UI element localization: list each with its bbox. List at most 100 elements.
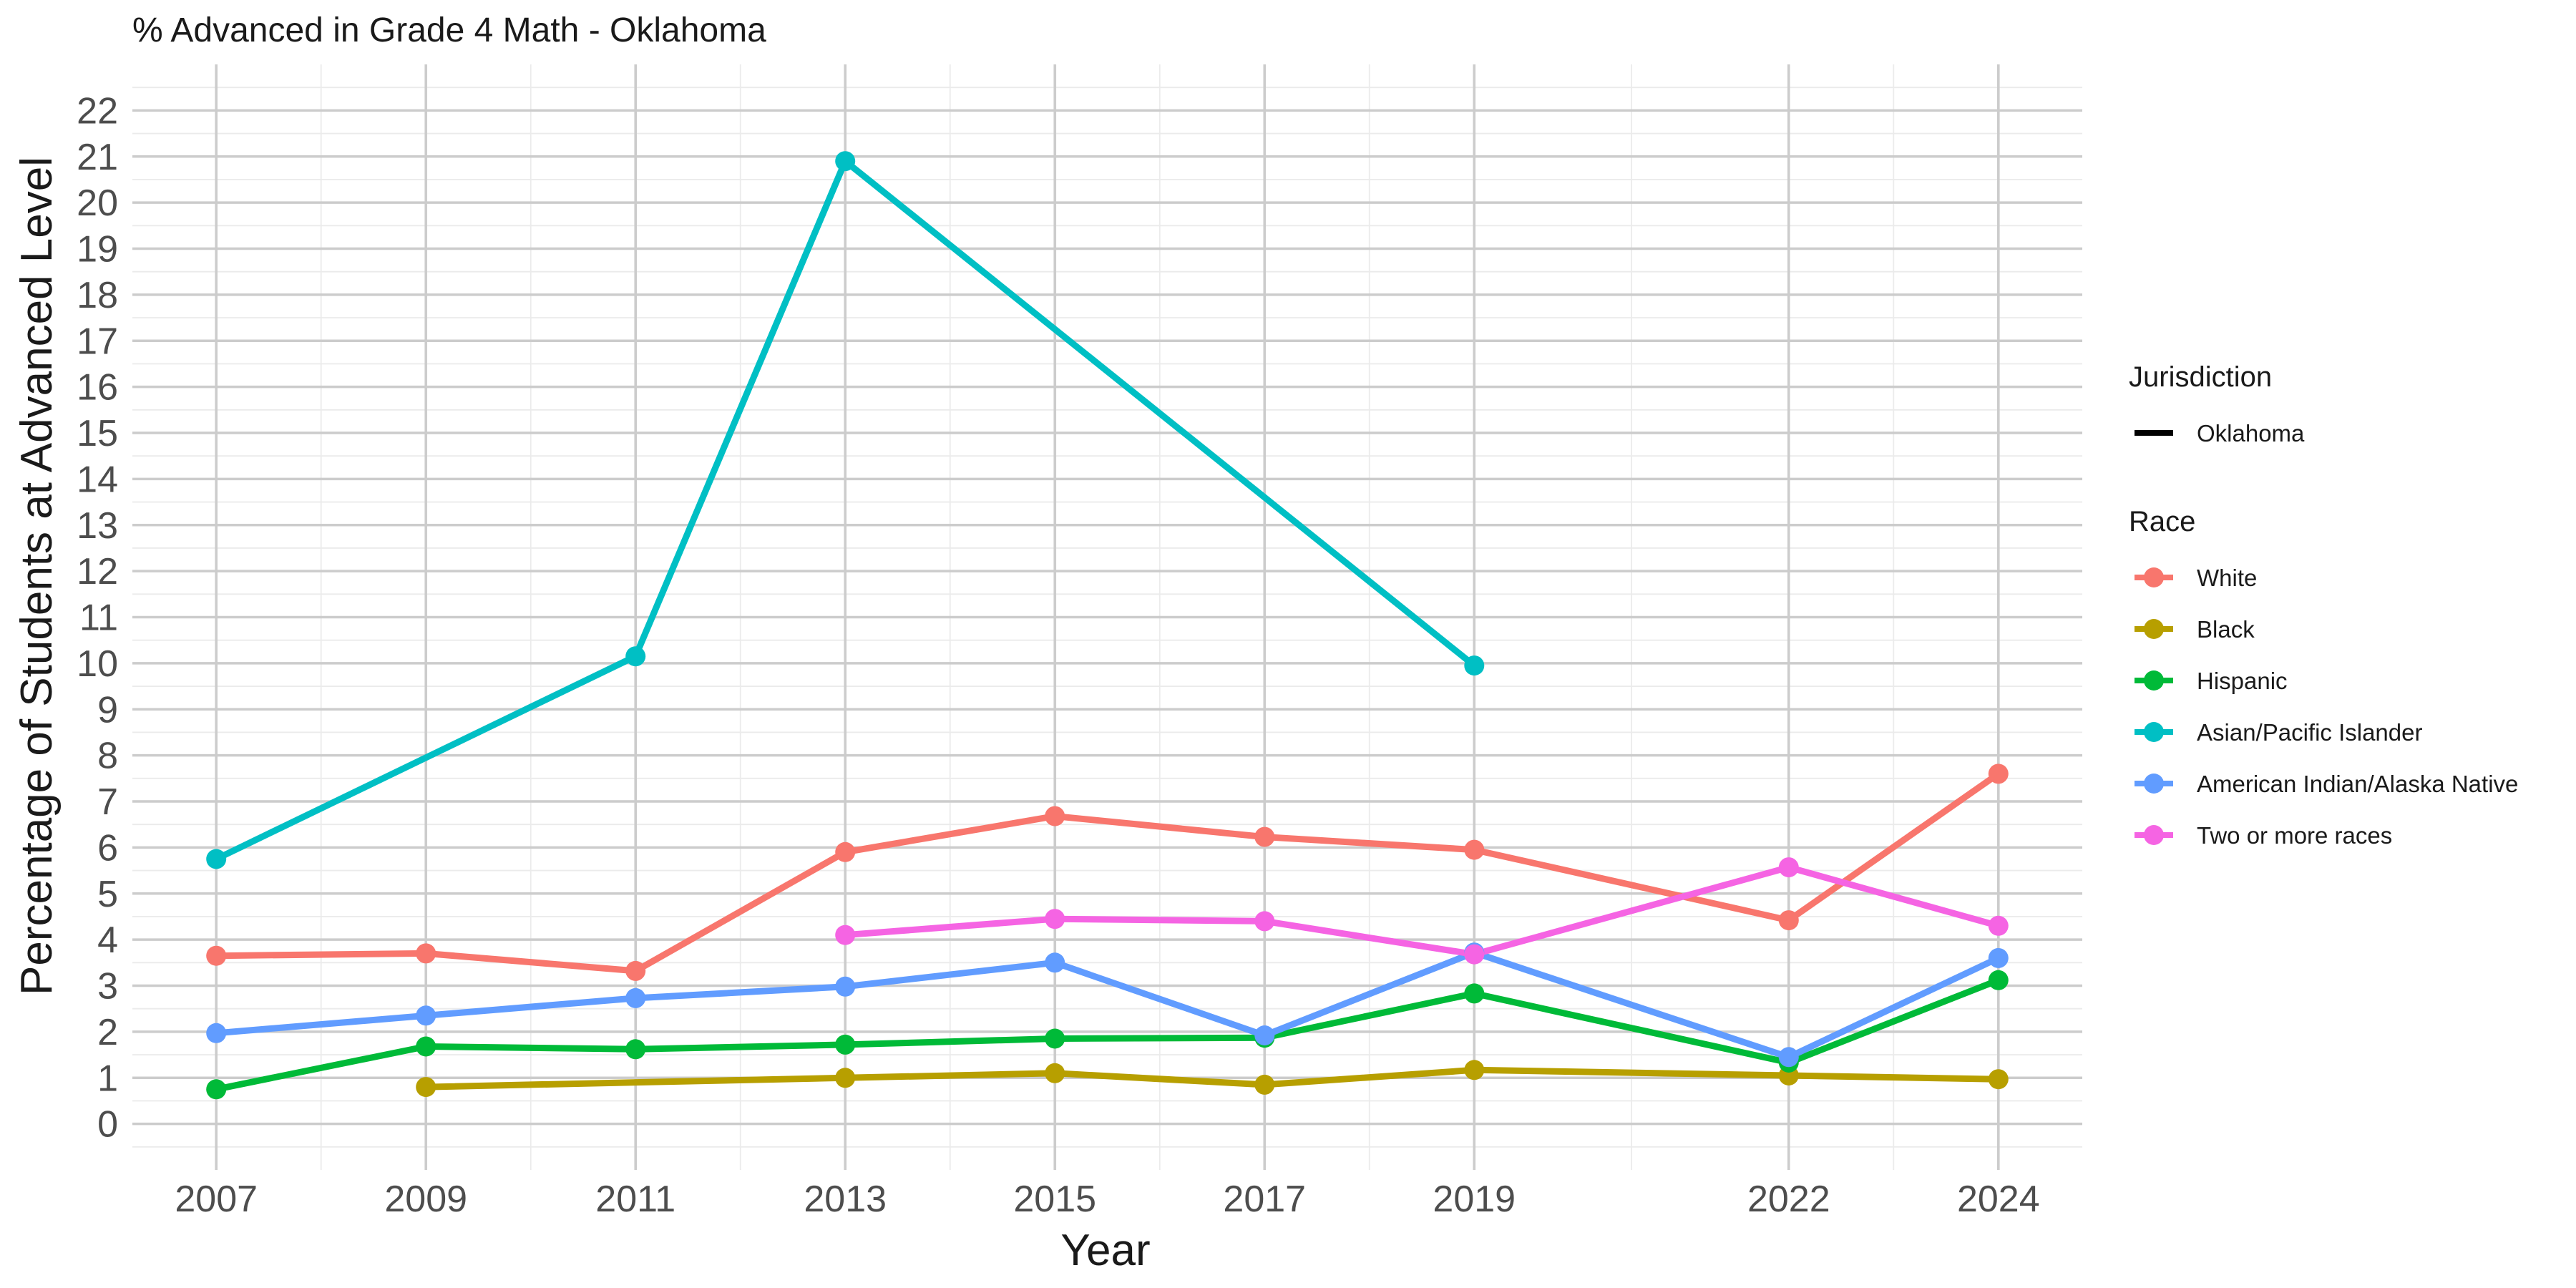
data-point-hispanic-2019 (1464, 983, 1485, 1004)
series-line-white (216, 771, 2001, 975)
data-point-hispanic-2011 (625, 1039, 646, 1060)
y-tick-label: 1 (97, 1058, 118, 1099)
x-tick-label: 2024 (1957, 1179, 2040, 1220)
series-line-asian-pacific-islander (215, 157, 1477, 862)
legend-key-point-hispanic (2144, 670, 2164, 691)
y-tick-label: 6 (97, 827, 118, 869)
legend-key-point-black (2144, 619, 2164, 639)
data-point-white-2019 (1464, 839, 1485, 860)
data-point-hispanic-2013 (835, 1034, 856, 1055)
data-point-white-2017 (1254, 826, 1275, 847)
legend-label-hispanic: Hispanic (2197, 668, 2288, 694)
data-point-american-indian-alaska-native-2022 (1778, 1047, 1799, 1068)
legend-title: Jurisdiction (2129, 361, 2272, 393)
data-point-asian-pacific-islander-2019 (1464, 655, 1485, 676)
y-tick-label: 9 (97, 689, 118, 731)
data-point-american-indian-alaska-native-2024 (1988, 947, 2009, 968)
y-tick-label: 10 (77, 643, 118, 685)
x-tick-label: 2022 (1747, 1179, 1830, 1220)
data-point-white-2011 (625, 960, 646, 981)
y-tick-label: 7 (97, 781, 118, 823)
data-point-black-2019 (1464, 1060, 1485, 1080)
data-point-white-2007 (206, 945, 227, 966)
series-line-two-or-more-races (844, 864, 2000, 958)
y-tick-label: 8 (97, 736, 118, 777)
x-axis-ticks: 2007 2009 2011 2013 2015 2017 2019 2022 2024 (175, 1179, 2039, 1220)
legend-label-oklahoma: Oklahoma (2197, 420, 2305, 447)
data-point-white-2013 (835, 841, 856, 862)
data-point-two-or-more-races-2017 (1254, 911, 1275, 932)
legend-key-point-asian-pacific-islander (2144, 722, 2164, 742)
data-point-two-or-more-races-2024 (1988, 915, 2009, 936)
data-point-black-2024 (1988, 1069, 2009, 1090)
data-point-white-2024 (1988, 763, 2009, 784)
y-tick-label: 19 (77, 229, 118, 270)
legend-key-point-white (2144, 567, 2164, 587)
y-tick-label: 15 (77, 413, 118, 454)
y-tick-label: 3 (97, 966, 118, 1008)
y-tick-label: 16 (77, 367, 118, 409)
chart-title: % Advanced in Grade 4 Math - Oklahoma (132, 11, 766, 49)
data-point-white-2009 (416, 943, 436, 964)
x-tick-label: 2013 (804, 1179, 887, 1220)
data-point-asian-pacific-islander-2013 (835, 151, 856, 172)
data-point-black-2009 (416, 1077, 436, 1098)
legend-label-white: White (2197, 565, 2257, 591)
x-tick-label: 2019 (1433, 1179, 1516, 1220)
data-point-american-indian-alaska-native-2009 (416, 1005, 436, 1026)
data-point-hispanic-2009 (416, 1036, 436, 1057)
data-point-white-2022 (1778, 910, 1799, 931)
data-point-two-or-more-races-2013 (835, 924, 856, 945)
y-tick-label: 17 (77, 321, 118, 362)
data-point-american-indian-alaska-native-2015 (1045, 952, 1065, 973)
legend-label-american-indian-alaska-native: American Indian/Alaska Native (2197, 771, 2518, 797)
x-tick-label: 2011 (595, 1179, 675, 1220)
y-tick-label: 18 (77, 275, 118, 316)
data-point-hispanic-2007 (206, 1079, 227, 1100)
data-point-hispanic-2024 (1988, 970, 2009, 990)
y-tick-label: 0 (97, 1104, 118, 1146)
data-point-asian-pacific-islander-2011 (625, 646, 646, 667)
x-tick-label: 2017 (1223, 1179, 1306, 1220)
data-point-two-or-more-races-2022 (1778, 857, 1799, 878)
y-tick-label: 20 (77, 182, 118, 224)
data-point-white-2015 (1045, 806, 1065, 826)
x-tick-label: 2007 (175, 1179, 258, 1220)
y-tick-label: 12 (77, 551, 118, 592)
legend-key-point-american-indian-alaska-native (2144, 774, 2164, 794)
data-point-american-indian-alaska-native-2013 (835, 976, 856, 997)
x-tick-label: 2015 (1013, 1179, 1096, 1220)
y-axis-title: Percentage of Students at Advanced Level (12, 157, 62, 995)
y-tick-label: 21 (77, 137, 118, 178)
series-points (206, 151, 2009, 1100)
y-tick-label: 14 (77, 459, 118, 500)
data-point-american-indian-alaska-native-2007 (206, 1023, 227, 1043)
legend: Jurisdiction Oklahoma Race White Black Hispan… (2129, 361, 2518, 849)
y-tick-label: 22 (77, 90, 118, 132)
data-point-two-or-more-races-2019 (1464, 944, 1485, 965)
data-point-american-indian-alaska-native-2017 (1254, 1025, 1275, 1045)
legend-label-black: Black (2197, 616, 2255, 643)
y-tick-label: 13 (77, 505, 118, 547)
legend-title: Race (2129, 506, 2195, 537)
y-tick-label: 5 (97, 874, 118, 915)
legend-label-two-or-more-races: Two or more races (2197, 822, 2392, 849)
legend-label-asian-pacific-islander: Asian/Pacific Islander (2197, 719, 2422, 746)
y-tick-label: 11 (79, 597, 118, 639)
data-point-black-2015 (1045, 1063, 1065, 1083)
data-point-american-indian-alaska-native-2011 (625, 987, 646, 1008)
data-point-hispanic-2015 (1045, 1028, 1065, 1049)
data-point-black-2017 (1254, 1074, 1275, 1095)
series-lines (215, 157, 2001, 1093)
x-tick-label: 2009 (384, 1179, 467, 1220)
major-grid (132, 64, 2082, 1170)
data-point-two-or-more-races-2015 (1045, 909, 1065, 930)
legend-key-point-two-or-more-races (2144, 825, 2164, 845)
data-point-black-2013 (835, 1068, 856, 1088)
x-axis-title: Year (1060, 1226, 1150, 1275)
data-point-asian-pacific-islander-2007 (206, 849, 227, 869)
y-tick-label: 2 (97, 1012, 118, 1053)
y-tick-label: 4 (97, 919, 118, 961)
